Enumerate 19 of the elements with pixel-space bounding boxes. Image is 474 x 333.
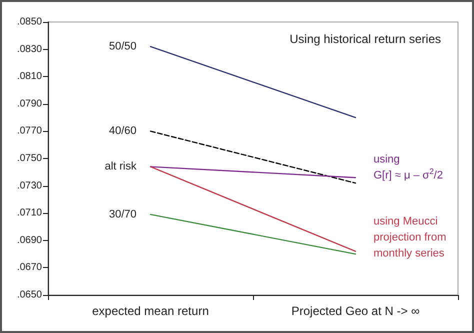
text: Using historical return series bbox=[290, 32, 441, 46]
x-tick-label: Projected Geo at N -> ∞ bbox=[291, 304, 420, 318]
y-tick-label: .0830 bbox=[16, 44, 42, 55]
y-tick-label: .0750 bbox=[16, 153, 42, 164]
series-label: 50/50 bbox=[108, 40, 136, 53]
series-label: 30/70 bbox=[108, 208, 136, 220]
annotation: using Meucci projection from monthly series bbox=[374, 215, 446, 260]
series-label: 40/60 bbox=[108, 125, 136, 138]
y-tick-label: .0650 bbox=[16, 290, 42, 300]
y-tick-label: .0810 bbox=[16, 71, 42, 82]
x-tick-label: expected mean return bbox=[92, 304, 209, 318]
y-tick-label: .0850 bbox=[16, 16, 42, 28]
series-label: alt risk bbox=[104, 160, 137, 173]
y-tick-label: .0710 bbox=[16, 208, 42, 219]
y-tick-label: .0730 bbox=[16, 180, 42, 192]
y-tick-label: .0790 bbox=[16, 98, 42, 110]
y-tick-label: .0670 bbox=[16, 262, 42, 274]
y-tick-label: .0690 bbox=[16, 234, 42, 246]
y-tick-label: .0770 bbox=[16, 126, 42, 137]
